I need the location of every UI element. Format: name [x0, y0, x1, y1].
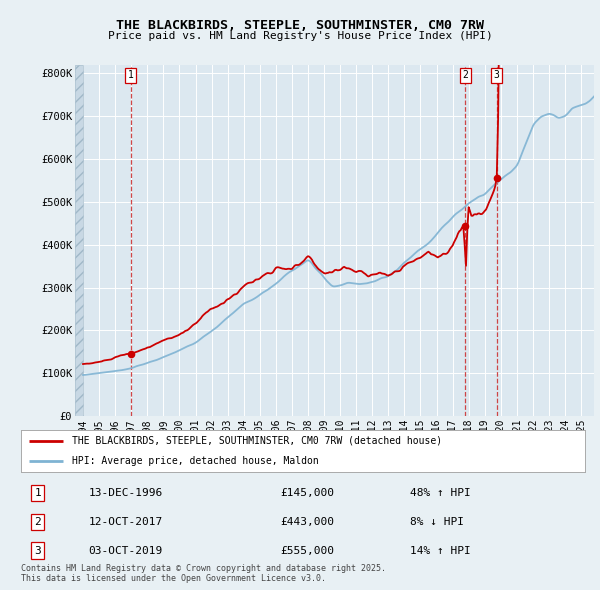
Text: 3: 3 — [35, 546, 41, 556]
Text: £555,000: £555,000 — [280, 546, 334, 556]
Text: £145,000: £145,000 — [280, 488, 334, 498]
Text: 2: 2 — [35, 517, 41, 527]
Text: THE BLACKBIRDS, STEEPLE, SOUTHMINSTER, CM0 7RW (detached house): THE BLACKBIRDS, STEEPLE, SOUTHMINSTER, C… — [72, 436, 442, 446]
Text: 2: 2 — [462, 70, 468, 80]
Text: Contains HM Land Registry data © Crown copyright and database right 2025.
This d: Contains HM Land Registry data © Crown c… — [21, 564, 386, 584]
Text: 48% ↑ HPI: 48% ↑ HPI — [410, 488, 471, 498]
Text: 13-DEC-1996: 13-DEC-1996 — [89, 488, 163, 498]
Text: 1: 1 — [128, 70, 134, 80]
Text: 8% ↓ HPI: 8% ↓ HPI — [410, 517, 464, 527]
Text: HPI: Average price, detached house, Maldon: HPI: Average price, detached house, Mald… — [72, 455, 319, 466]
Text: £443,000: £443,000 — [280, 517, 334, 527]
Bar — [75, 65, 83, 416]
Text: THE BLACKBIRDS, STEEPLE, SOUTHMINSTER, CM0 7RW: THE BLACKBIRDS, STEEPLE, SOUTHMINSTER, C… — [116, 19, 484, 32]
Text: 3: 3 — [494, 70, 500, 80]
Text: 03-OCT-2019: 03-OCT-2019 — [89, 546, 163, 556]
Text: 1: 1 — [35, 488, 41, 498]
Text: 14% ↑ HPI: 14% ↑ HPI — [410, 546, 471, 556]
Text: 12-OCT-2017: 12-OCT-2017 — [89, 517, 163, 527]
Text: Price paid vs. HM Land Registry's House Price Index (HPI): Price paid vs. HM Land Registry's House … — [107, 31, 493, 41]
